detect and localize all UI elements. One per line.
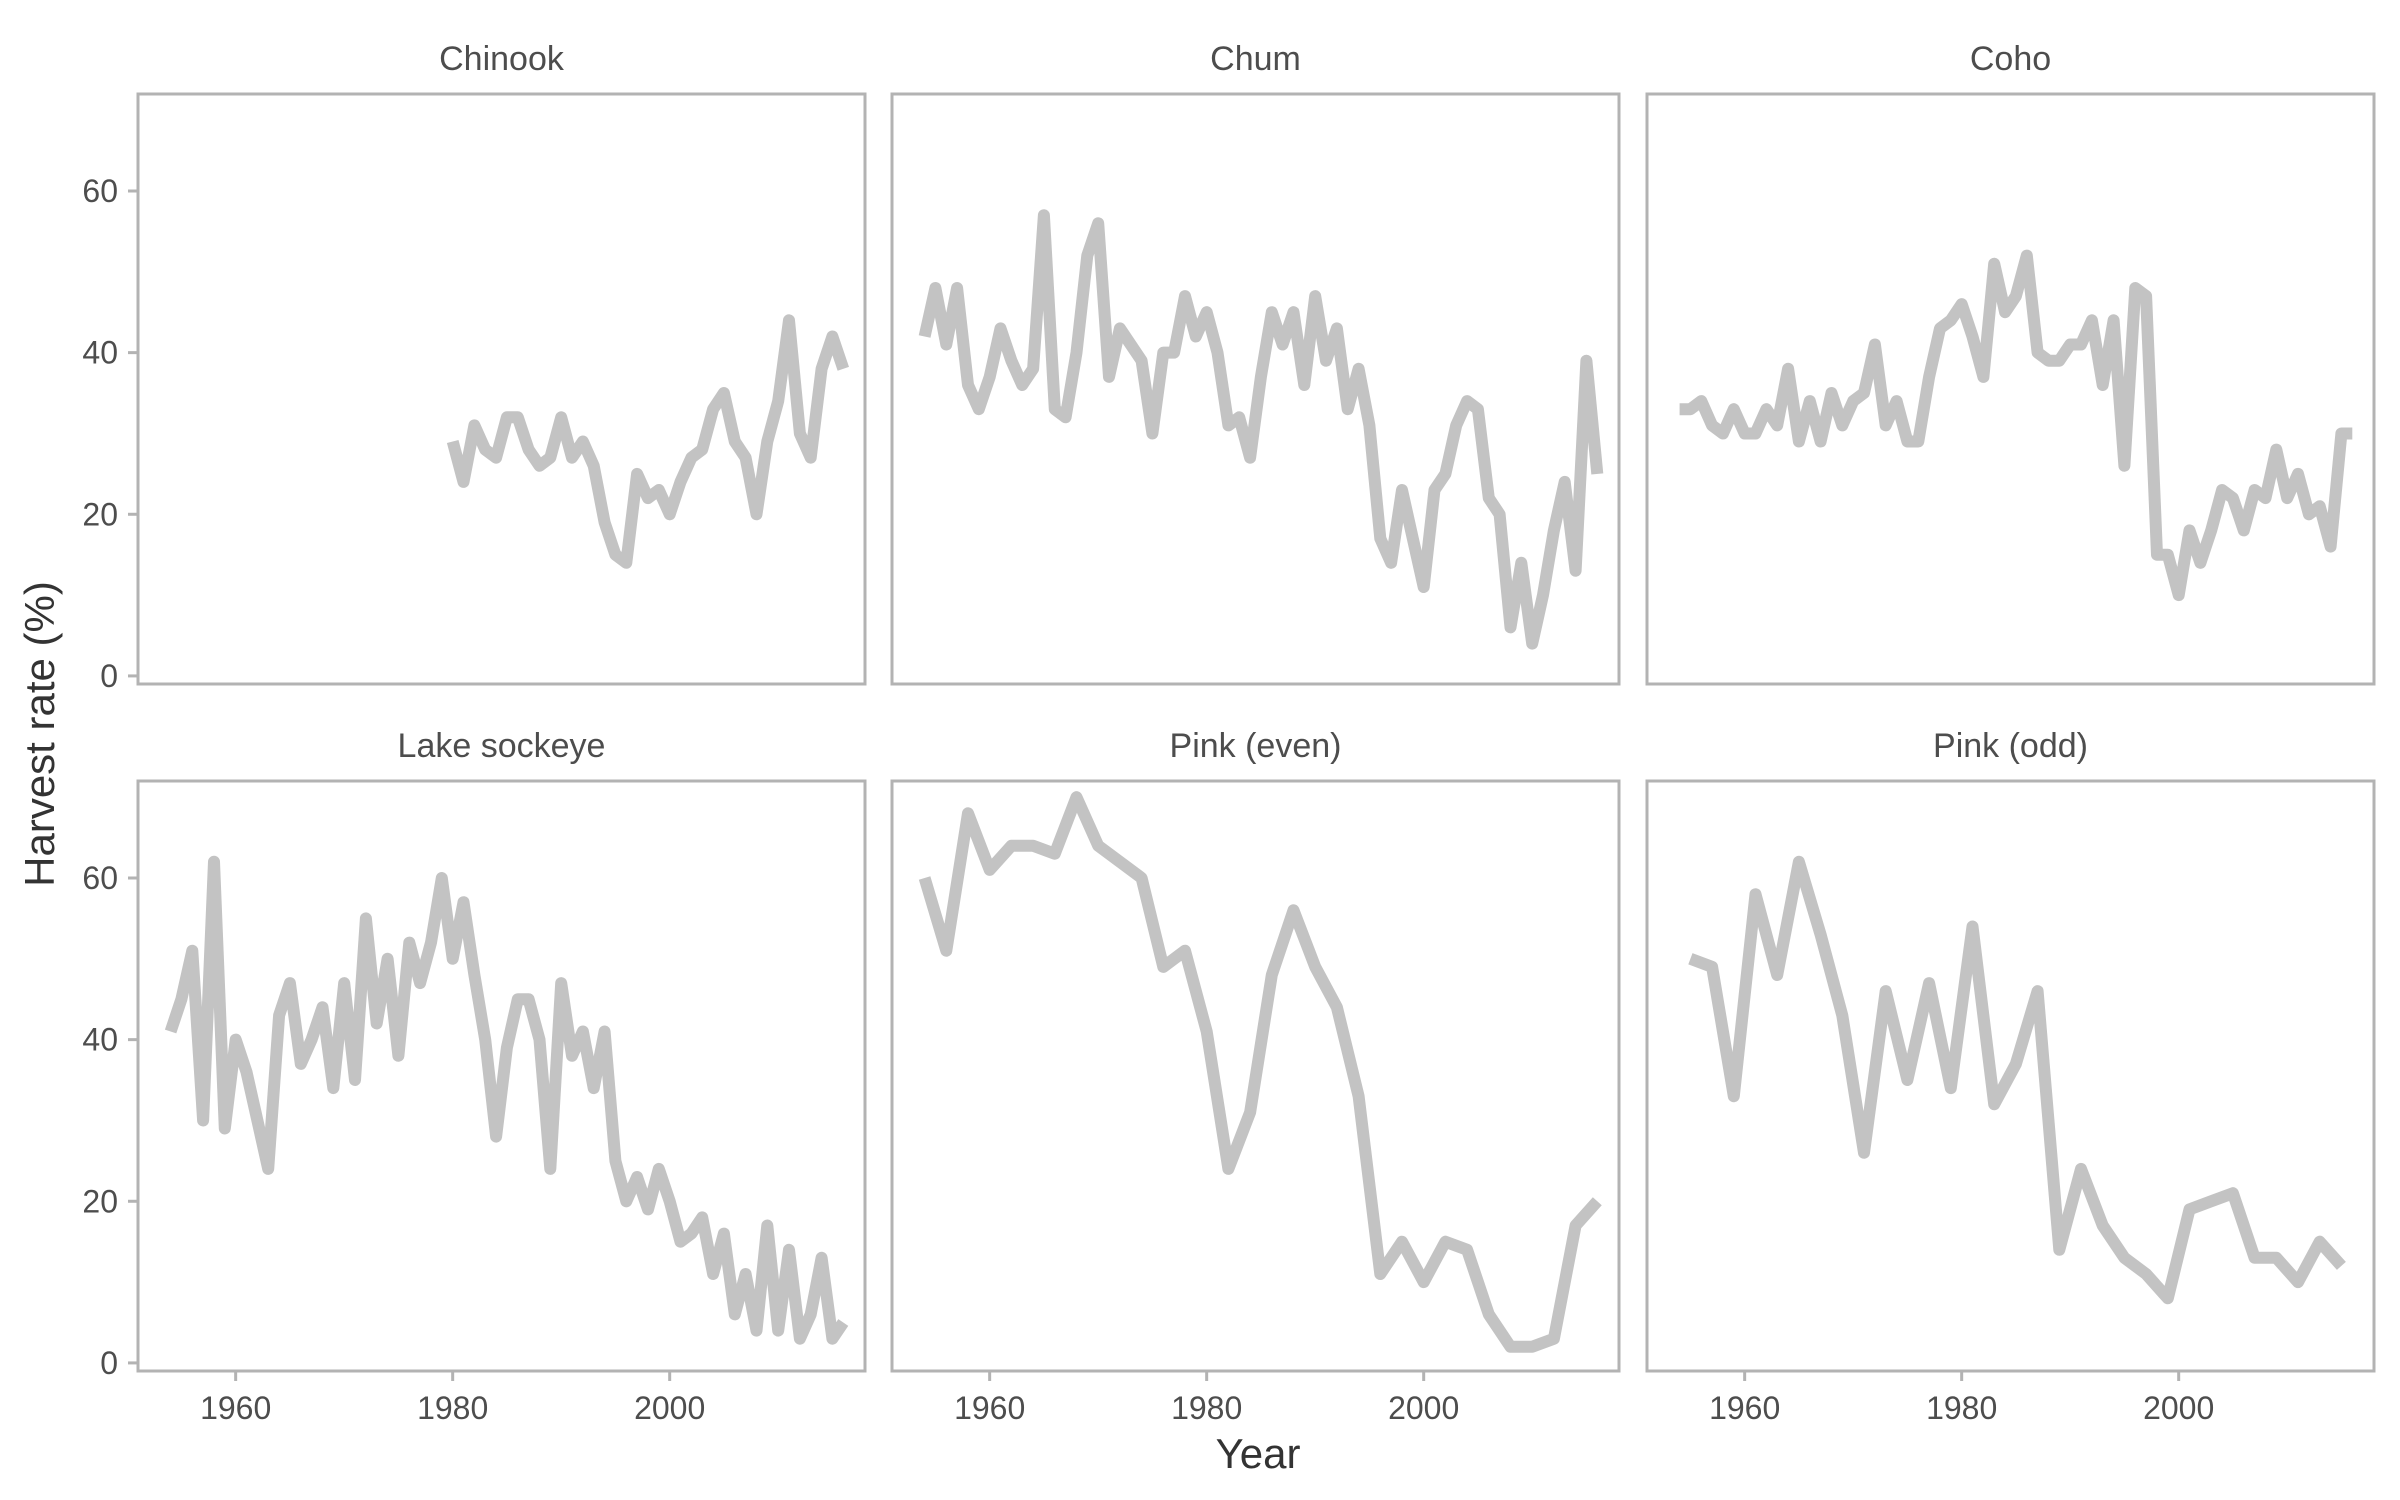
x-tick-label: 1960 xyxy=(200,1390,271,1426)
panel-chum: Chum xyxy=(890,40,1621,686)
x-tick-label: 2000 xyxy=(1388,1390,1459,1426)
x-tick-label: 1960 xyxy=(954,1390,1025,1426)
y-tick-label: 60 xyxy=(82,860,118,896)
panel-title: Pink (even) xyxy=(1170,727,1342,765)
panel-frame xyxy=(1645,779,2376,1373)
y-tick-label: 40 xyxy=(82,1022,118,1058)
panel-frame xyxy=(1645,92,2376,686)
panel-frame xyxy=(136,779,867,1373)
series-line-chum xyxy=(918,209,1604,650)
panel-title: Chum xyxy=(1210,40,1301,78)
y-tick-label: 40 xyxy=(82,335,118,371)
y-tick-label: 0 xyxy=(100,1345,118,1381)
x-tick-label: 2000 xyxy=(634,1390,705,1426)
panels-layer: Chinook 0 20 40 60 Chum Coho Lake sockeye 0 20 40 6… xyxy=(82,40,2376,1426)
panel-title: Pink (odd) xyxy=(1933,727,2088,765)
panel-lake-sockeye: Lake sockeye 0 20 40 60 1960 1980 2000 xyxy=(82,727,867,1426)
series-line-lake-sockeye xyxy=(164,855,849,1345)
x-tick-label: 1960 xyxy=(1709,1390,1780,1426)
series-line-pink-even xyxy=(918,791,1602,1353)
panel-frame xyxy=(890,779,1621,1373)
panel-frame xyxy=(890,92,1621,686)
series-line-coho xyxy=(1679,249,2353,602)
x-tick-label: 1980 xyxy=(417,1390,488,1426)
panel-pink-odd: Pink (odd) 1960 1980 2000 xyxy=(1645,727,2376,1426)
series-line-chinook xyxy=(446,314,849,569)
x-tick-label: 1980 xyxy=(1171,1390,1242,1426)
x-tick-label: 1980 xyxy=(1926,1390,1997,1426)
y-tick-label: 60 xyxy=(82,173,118,209)
y-tick-label: 0 xyxy=(100,658,118,694)
x-axis-title: Year xyxy=(1216,1430,1301,1477)
series-line-pink-odd xyxy=(1688,855,2346,1305)
panel-pink-even: Pink (even) 1960 1980 2000 xyxy=(890,727,1621,1426)
y-axis-title: Harvest rate (%) xyxy=(16,581,63,887)
panel-title: Lake sockeye xyxy=(398,727,606,765)
panel-title: Chinook xyxy=(439,40,565,78)
x-tick-label: 2000 xyxy=(2143,1390,2214,1426)
panel-frame xyxy=(136,92,867,686)
y-tick-label: 20 xyxy=(82,496,118,532)
panel-title: Coho xyxy=(1970,40,2051,78)
y-tick-label: 20 xyxy=(82,1183,118,1219)
panel-chinook: Chinook 0 20 40 60 xyxy=(82,40,867,694)
panel-coho: Coho xyxy=(1645,40,2376,686)
